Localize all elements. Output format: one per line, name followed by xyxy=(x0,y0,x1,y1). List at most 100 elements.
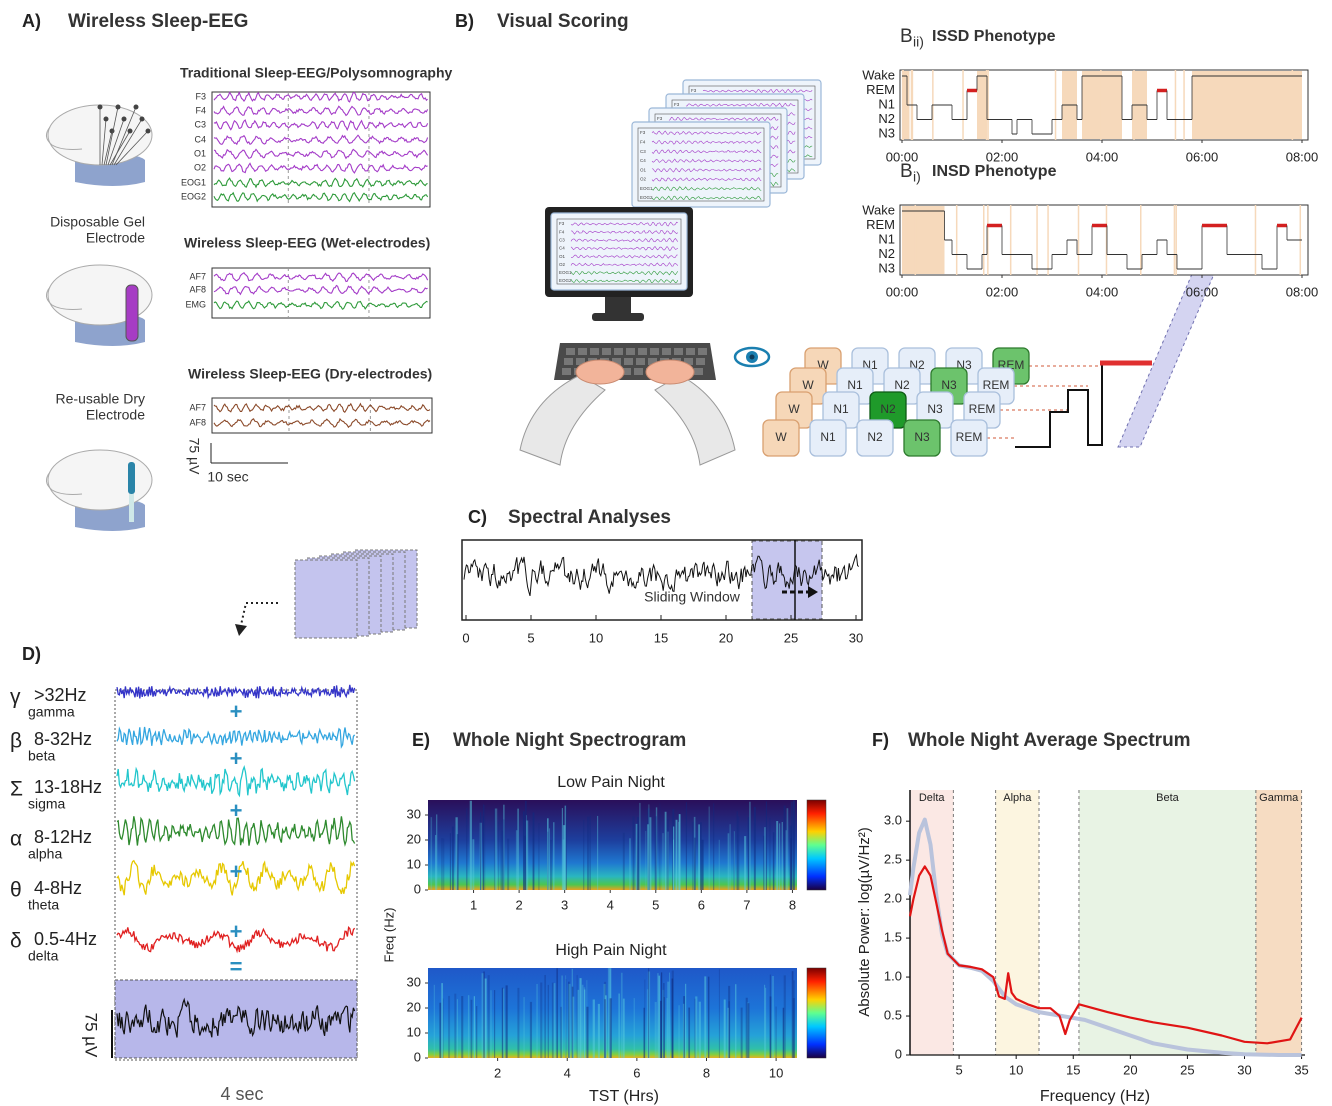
band-trace xyxy=(117,727,355,747)
band-name: alpha xyxy=(28,846,62,862)
x-tick-label: 8 xyxy=(703,1065,710,1080)
stage-label: N1 xyxy=(833,402,849,416)
x-tick-label: 7 xyxy=(743,897,750,912)
x-tick-label: 06:00 xyxy=(1186,149,1219,164)
stage-label: REM xyxy=(983,378,1010,392)
x-tick-label: 15 xyxy=(1066,1062,1080,1077)
y-tick-label: N3 xyxy=(878,125,895,140)
y-tick-label: 1.5 xyxy=(884,930,902,945)
band-name: sigma xyxy=(28,796,66,812)
stage-label: W xyxy=(775,430,787,444)
panel-title: Whole Night Spectrogram xyxy=(453,730,686,751)
x-tick-label: 6 xyxy=(698,897,705,912)
dry-shaft xyxy=(129,494,134,522)
key xyxy=(590,348,599,355)
x-tick-label: 30 xyxy=(1237,1062,1251,1077)
stage-label: W xyxy=(802,378,814,392)
channel-label: C3 xyxy=(194,119,206,129)
channel-label: F4 xyxy=(195,105,206,115)
y-tick-label: REM xyxy=(866,82,895,97)
band-region xyxy=(910,790,953,1055)
chart-title: High Pain Night xyxy=(555,942,667,959)
stage-label: N3 xyxy=(914,430,930,444)
y-tick-label: 20 xyxy=(407,831,421,846)
screen-channel: O1 xyxy=(640,167,647,172)
channel-label: AF8 xyxy=(189,417,206,427)
scale-label: 75 µV xyxy=(82,1013,101,1058)
band-region xyxy=(1079,790,1256,1055)
window-stack xyxy=(295,560,357,638)
channel-label: AF8 xyxy=(189,284,206,294)
screen-channel: EOG1 xyxy=(559,270,572,275)
x-tick-label: 15 xyxy=(654,630,668,645)
y-tick-label: N2 xyxy=(878,111,895,126)
subpanel-title: Wireless Sleep-EEG (Dry-electrodes) xyxy=(188,366,432,382)
band-range: 0.5-4Hz xyxy=(34,929,97,949)
wake-period xyxy=(977,71,987,139)
x-tick-label: 8 xyxy=(789,897,796,912)
axis-title: Frequency (Hz) xyxy=(1040,1088,1150,1105)
stage-label: N3 xyxy=(941,378,957,392)
x-tick-label: 4 xyxy=(607,897,614,912)
chart-title: Low Pain Night xyxy=(557,774,665,791)
key xyxy=(634,368,643,375)
x-tick-label: 08:00 xyxy=(1286,284,1319,299)
figure: A)Wireless Sleep-EEGDisposable GelElectr… xyxy=(0,0,1332,1106)
screen-channel: C3 xyxy=(559,237,565,242)
screen-channel: F3 xyxy=(657,116,663,121)
x-tick-label: 35 xyxy=(1294,1062,1308,1077)
key xyxy=(614,348,623,355)
electrode xyxy=(122,117,127,122)
band-symbol: δ xyxy=(10,930,22,953)
arm xyxy=(520,375,605,465)
y-tick-label: 2.0 xyxy=(884,891,902,906)
panel-label: D) xyxy=(22,644,41,664)
band-range: 4-8Hz xyxy=(34,878,82,898)
y-tick-label: N1 xyxy=(878,231,895,246)
chart-title-prefix: B xyxy=(900,161,913,182)
scale-label: 4 sec xyxy=(220,1084,263,1104)
y-tick-label: N1 xyxy=(878,96,895,111)
eeg-box xyxy=(212,268,430,318)
y-tick-label: Wake xyxy=(862,67,895,82)
key xyxy=(636,358,645,365)
monitor-base xyxy=(592,313,644,321)
key xyxy=(566,348,575,355)
band-symbol: γ xyxy=(10,686,21,709)
channel-label: AF7 xyxy=(189,271,206,281)
x-tick-label: 00:00 xyxy=(886,284,919,299)
electrode xyxy=(140,117,145,122)
band-region xyxy=(1256,790,1302,1055)
screen-channel: F4 xyxy=(640,139,646,144)
stage-label: N2 xyxy=(880,402,896,416)
panel-title: Whole Night Average Spectrum xyxy=(908,730,1191,751)
x-tick-label: 1 xyxy=(470,897,477,912)
x-tick-label: 5 xyxy=(652,897,659,912)
stack-arrow xyxy=(241,603,278,625)
screen-channel: F3 xyxy=(674,102,680,107)
hypnogram-sketch xyxy=(1015,363,1118,447)
subpanel-title: Traditional Sleep-EEG/Polysomnography xyxy=(180,65,452,81)
y-tick-label: REM xyxy=(866,217,895,232)
y-tick-label: Wake xyxy=(862,202,895,217)
chart-title-subscript: i) xyxy=(913,169,921,185)
key xyxy=(674,348,683,355)
band-trace xyxy=(117,685,355,699)
x-tick-label: 20 xyxy=(719,630,733,645)
screen-channel: F3 xyxy=(640,130,646,135)
panel-label: B) xyxy=(455,11,474,31)
x-tick-label: 2 xyxy=(515,897,522,912)
band-name: Beta xyxy=(1156,792,1180,804)
band-range: 8-32Hz xyxy=(34,729,92,749)
eeg-box xyxy=(212,398,432,433)
screen-channel: F3 xyxy=(559,221,565,226)
x-tick-label: 10 xyxy=(589,630,603,645)
hand xyxy=(576,360,624,384)
channel-label: EOG1 xyxy=(181,177,206,187)
scale-label: 75 µV xyxy=(186,438,202,476)
band-name: delta xyxy=(28,948,59,964)
panel-label: A) xyxy=(22,11,41,31)
key xyxy=(638,348,647,355)
band-name: Alpha xyxy=(1003,792,1032,804)
page: { "panel_a": { "label": "A)", "title": "… xyxy=(0,0,1332,1106)
